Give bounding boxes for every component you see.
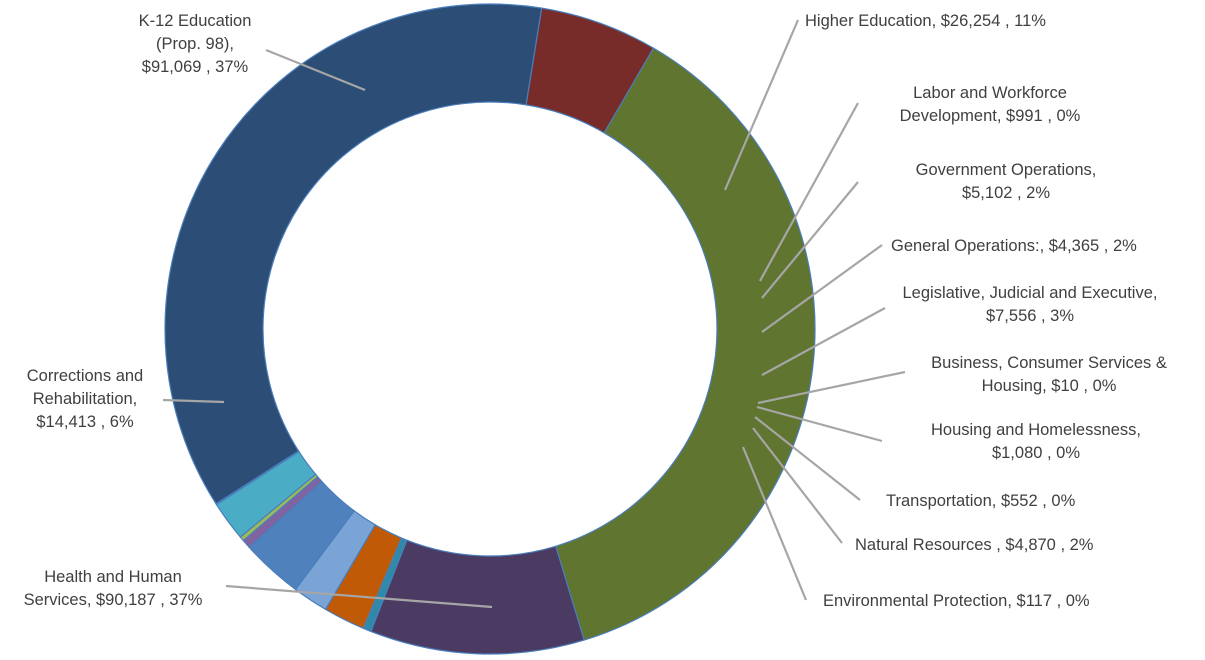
data-label-natural-resources: Natural Resources , $4,870 , 2% bbox=[855, 536, 1094, 554]
data-label-line: $91,069 , 37% bbox=[142, 58, 249, 76]
data-label-higher-education: Higher Education, $26,254 , 11% bbox=[805, 12, 1046, 30]
data-label-business-consumer-services-housing: Business, Consumer Services & Housing, $1… bbox=[931, 354, 1167, 395]
data-labels-layer: K-12 Education (Prop. 98), $91,069 , 37% Hi… bbox=[24, 12, 1167, 610]
leader-line-k-12-education-prop-98 bbox=[265, 48, 366, 92]
data-label-housing-and-homelessness: Housing and Homelessness, $1,080 , 0% bbox=[931, 421, 1141, 462]
leader-line-corrections-and-rehabilitation bbox=[162, 398, 225, 404]
leader-line-labor-and-workforce-development bbox=[759, 102, 859, 282]
data-label-k-12-education-prop-98: K-12 Education (Prop. 98), $91,069 , 37% bbox=[139, 12, 252, 76]
leader-line-housing-and-homelessness bbox=[756, 405, 883, 443]
data-label-line: $5,102 , 2% bbox=[962, 184, 1050, 202]
leader-line-government-operations bbox=[761, 181, 859, 299]
data-label-legislative-judicial-and-executive: Legislative, Judicial and Executive, $7,5… bbox=[903, 284, 1158, 325]
data-label-line: Environmental Protection, $117 , 0% bbox=[823, 592, 1090, 610]
leader-line-general-operations bbox=[761, 244, 883, 333]
data-label-health-and-human-services: Health and Human Services, $90,187 , 37% bbox=[24, 568, 203, 609]
slice-k-12-education-prop-98 bbox=[554, 47, 816, 641]
data-label-government-operations: Government Operations, $5,102 , 2% bbox=[916, 161, 1097, 202]
data-label-line: $1,080 , 0% bbox=[992, 444, 1080, 462]
leader-line-transportation bbox=[754, 416, 861, 501]
data-label-line: Health and Human bbox=[44, 568, 182, 586]
data-label-line: Legislative, Judicial and Executive, bbox=[903, 284, 1158, 302]
data-label-line: Development, $991 , 0% bbox=[900, 107, 1081, 125]
leader-line-higher-education bbox=[723, 19, 800, 191]
leader-line-legislative-judicial-and-executive bbox=[761, 307, 886, 376]
data-label-line: $7,556 , 3% bbox=[986, 307, 1074, 325]
data-label-line: Natural Resources , $4,870 , 2% bbox=[855, 536, 1094, 554]
data-label-environmental-protection: Environmental Protection, $117 , 0% bbox=[823, 592, 1090, 610]
data-label-line: Corrections and bbox=[27, 367, 143, 385]
data-label-line: Government Operations, bbox=[916, 161, 1097, 179]
data-label-line: Labor and Workforce bbox=[913, 84, 1067, 102]
data-label-line: Higher Education, $26,254 , 11% bbox=[805, 12, 1046, 30]
data-label-line: (Prop. 98), bbox=[156, 35, 234, 53]
slice-corrections-and-rehabilitation bbox=[525, 7, 655, 134]
leader-line-environmental-protection bbox=[741, 446, 808, 601]
data-label-line: Housing and Homelessness, bbox=[931, 421, 1141, 439]
leader-line-health-and-human-services bbox=[225, 584, 493, 609]
data-label-line: Rehabilitation, bbox=[33, 390, 138, 408]
data-label-labor-and-workforce-development: Labor and Workforce Development, $991 , 0… bbox=[900, 84, 1081, 125]
slice-higher-education bbox=[370, 539, 585, 655]
data-label-corrections-and-rehabilitation: Corrections and Rehabilitation, $14,413 , … bbox=[27, 367, 143, 431]
slices-layer bbox=[164, 3, 816, 655]
data-label-general-operations: General Operations:, $4,365 , 2% bbox=[891, 237, 1137, 255]
data-label-line: Transportation, $552 , 0% bbox=[886, 492, 1076, 510]
data-label-line: General Operations:, $4,365 , 2% bbox=[891, 237, 1137, 255]
leader-line-natural-resources bbox=[752, 427, 843, 544]
leader-lines-layer bbox=[162, 19, 906, 609]
data-label-line: K-12 Education bbox=[139, 12, 252, 30]
data-label-line: $14,413 , 6% bbox=[36, 413, 134, 431]
data-label-transportation: Transportation, $552 , 0% bbox=[886, 492, 1076, 510]
data-label-line: Business, Consumer Services & bbox=[931, 354, 1167, 372]
slice-health-and-human-services bbox=[164, 3, 543, 505]
data-label-line: Housing, $10 , 0% bbox=[982, 377, 1117, 395]
leader-line-business-consumer-services-housing bbox=[757, 370, 906, 405]
data-label-line: Services, $90,187 , 37% bbox=[24, 591, 203, 609]
